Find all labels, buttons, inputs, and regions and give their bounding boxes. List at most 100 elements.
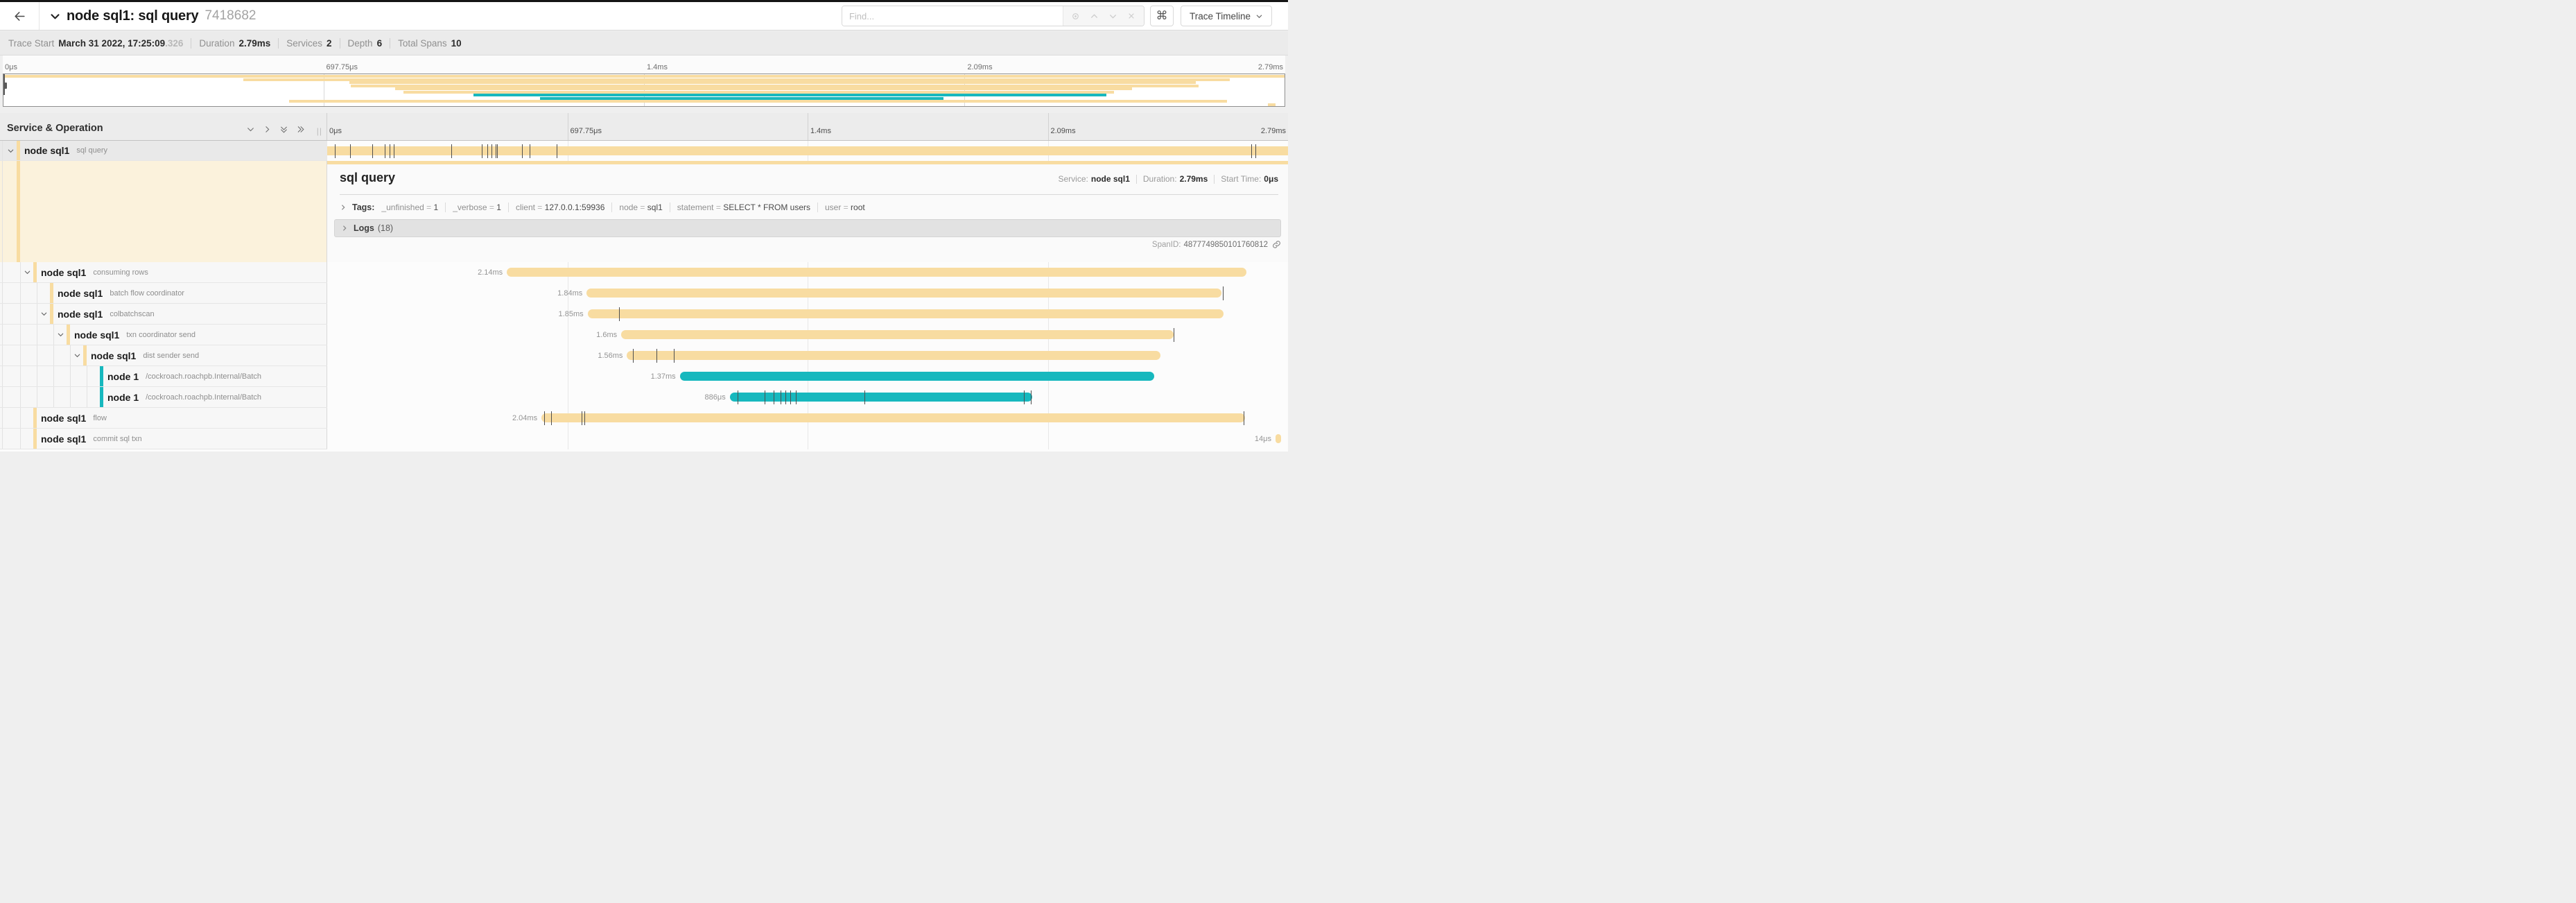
minimap-scrubber-handle[interactable] (3, 83, 7, 89)
log-marker-tick (1222, 286, 1224, 300)
span-tree-cell[interactable]: node sql1 colbatchscan (0, 304, 327, 325)
tag-separator (507, 203, 509, 212)
service-color-bar (17, 161, 20, 262)
tree-guide-line (2, 429, 3, 449)
span-bar[interactable] (679, 372, 1155, 381)
log-marker-tick (674, 349, 675, 363)
service-color-bar (83, 345, 87, 366)
service-color-bar (17, 141, 20, 160)
span-tree-cell[interactable]: node sql1 sql query (0, 141, 327, 161)
span-row[interactable]: node sql1 sql query (0, 141, 1288, 161)
chevron-down-icon[interactable] (72, 352, 82, 359)
tags-accordion[interactable]: Tags: _unfinished = 1 _verbose = 1 client … (340, 200, 1278, 215)
span-tree-cell[interactable]: node 1/cockroach.roachpb.Internal/Batch (0, 366, 327, 387)
span-bar[interactable] (587, 309, 1224, 318)
tree-guide-line (2, 387, 3, 407)
span-bar[interactable] (507, 268, 1247, 277)
chevron-down-icon[interactable] (22, 268, 32, 276)
timeline-section-header: Service & Operation || 0μs 697.75μs 1.4ms 2… (0, 113, 1288, 141)
span-tree-cell[interactable]: node 1/cockroach.roachpb.Internal/Batch (0, 387, 327, 408)
page-title: node sql1: sql query (67, 8, 199, 24)
span-timeline-cell[interactable]: 1.84ms (327, 283, 1288, 304)
timeline-tick-label: 697.75μs (326, 63, 358, 71)
expand-one-icon[interactable] (259, 125, 275, 134)
service-color-bar (50, 283, 53, 303)
span-tree-cell[interactable]: node sql1 flow (0, 408, 327, 429)
span-bar[interactable] (1275, 434, 1282, 443)
collapse-all-icon[interactable] (275, 125, 292, 134)
logs-accordion[interactable]: Logs (18) (334, 219, 1281, 237)
span-timeline-cell[interactable] (327, 141, 1288, 161)
log-marker-tick (790, 390, 792, 404)
span-timeline-cell[interactable]: 2.04ms (327, 408, 1288, 429)
span-timeline-cell[interactable]: 1.85ms (327, 304, 1288, 325)
span-tree-cell[interactable]: node sql1 batch flow coordinator (0, 283, 327, 304)
span-timeline-cell[interactable]: 1.37ms (327, 366, 1288, 387)
span-row[interactable]: node sql1 commit sql txn 14μs (0, 429, 1288, 449)
span-tree-cell[interactable]: node sql1 dist sender send (0, 345, 327, 366)
span-bar[interactable] (541, 413, 1245, 422)
minimap-gridline (644, 74, 645, 106)
collapse-one-icon[interactable] (242, 125, 259, 134)
info-separator (278, 37, 279, 49)
trace-id: 7418682 (204, 8, 256, 23)
log-marker-tick (1255, 144, 1256, 158)
tree-guide-line (2, 345, 3, 366)
span-row[interactable]: node 1/cockroach.roachpb.Internal/Batch 8… (0, 387, 1288, 408)
span-duration-label: 2.04ms (512, 414, 538, 422)
span-detail-panel: sql query Service: node sql1 Duration: 2.7… (327, 161, 1288, 262)
span-bar[interactable] (627, 351, 1160, 360)
span-bar[interactable] (621, 330, 1174, 339)
minimap-gridline (964, 74, 965, 106)
tree-guide-line (20, 325, 21, 345)
detail-span-meta: Service: node sql1 Duration: 2.79ms Start … (1058, 174, 1279, 184)
span-row[interactable]: node 1/cockroach.roachpb.Internal/Batch 1… (0, 366, 1288, 387)
view-switcher-button[interactable]: Trace Timeline (1180, 6, 1272, 26)
tree-guide-line (20, 262, 21, 282)
deep-link-icon[interactable] (1272, 240, 1281, 249)
minimap-span-bar (1267, 103, 1276, 106)
span-row[interactable]: node sql1 consuming rows 2.14ms (0, 262, 1288, 283)
chevron-down-icon[interactable] (55, 331, 65, 338)
span-row[interactable]: node sql1 flow 2.04ms (0, 408, 1288, 429)
span-bar[interactable] (586, 289, 1222, 298)
span-tree-cell[interactable]: node sql1 txn coordinator send (0, 325, 327, 345)
find-input[interactable] (842, 6, 1063, 26)
span-row[interactable]: node sql1 txn coordinator send 1.6ms (0, 325, 1288, 345)
tag-separator (611, 203, 613, 212)
span-timeline-cell[interactable]: 14μs (327, 429, 1288, 449)
span-bar[interactable] (327, 146, 1288, 155)
span-duration-label: 1.84ms (557, 289, 583, 298)
span-row[interactable]: node sql1 dist sender send 1.56ms (0, 345, 1288, 366)
logs-count: (18) (377, 223, 394, 233)
service-color-bar (33, 262, 37, 282)
back-button[interactable] (0, 2, 40, 30)
span-tree-cell[interactable]: node sql1 commit sql txn (0, 429, 327, 449)
span-timeline-cell[interactable]: 2.14ms (327, 262, 1288, 283)
expand-all-icon[interactable] (292, 125, 308, 134)
span-row[interactable]: node sql1 colbatchscan 1.85ms (0, 304, 1288, 325)
locate-icon[interactable] (1066, 12, 1085, 21)
service-name: node sql1 (41, 412, 87, 424)
tree-guide-line (53, 387, 54, 407)
chevron-down-icon[interactable] (39, 310, 49, 318)
clear-find-icon[interactable] (1122, 12, 1141, 20)
column-resize-grip[interactable]: || (316, 126, 322, 136)
prev-result-icon[interactable] (1085, 12, 1104, 21)
span-tree-cell[interactable]: node sql1 consuming rows (0, 262, 327, 283)
span-timeline-cell[interactable]: 886μs (327, 387, 1288, 408)
tree-guide-line (2, 325, 3, 345)
keyboard-shortcuts-button[interactable]: ⌘ (1149, 6, 1174, 26)
next-result-icon[interactable] (1104, 12, 1122, 21)
chevron-down-icon[interactable] (6, 147, 15, 155)
trace-collapse-toggle[interactable] (49, 10, 61, 22)
span-timeline-cell[interactable]: 1.56ms (327, 345, 1288, 366)
span-timeline-cell[interactable]: 1.6ms (327, 325, 1288, 345)
service-name: node sql1 (41, 266, 87, 278)
minimap-canvas[interactable] (3, 74, 1285, 107)
span-bar[interactable] (729, 393, 1033, 402)
service-name: node 1 (107, 370, 139, 382)
service-name: node 1 (107, 391, 139, 403)
span-row[interactable]: node sql1 batch flow coordinator 1.84ms (0, 283, 1288, 304)
log-marker-tick (491, 144, 492, 158)
